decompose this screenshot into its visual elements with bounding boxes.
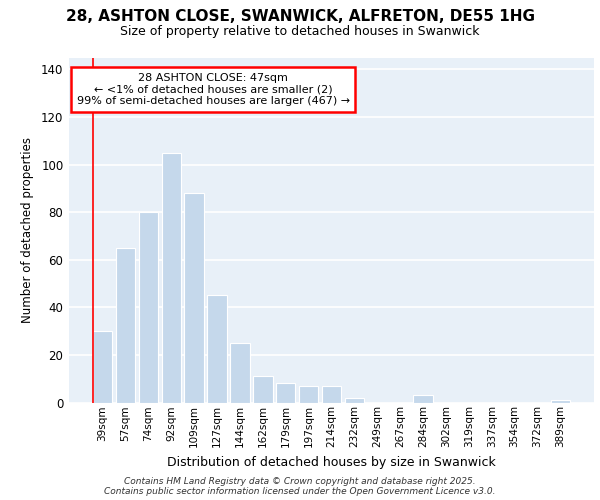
Bar (276, 384, 295, 402)
Bar (551, 400, 570, 402)
Bar (344, 398, 364, 402)
X-axis label: Distribution of detached houses by size in Swanwick: Distribution of detached houses by size … (167, 456, 496, 468)
Y-axis label: Number of detached properties: Number of detached properties (21, 137, 34, 323)
Text: 28, ASHTON CLOSE, SWANWICK, ALFRETON, DE55 1HG: 28, ASHTON CLOSE, SWANWICK, ALFRETON, DE… (65, 9, 535, 24)
Bar (413, 396, 433, 402)
Text: 28 ASHTON CLOSE: 47sqm
← <1% of detached houses are smaller (2)
99% of semi-deta: 28 ASHTON CLOSE: 47sqm ← <1% of detached… (77, 73, 350, 106)
Bar (208, 296, 227, 403)
Bar (230, 343, 250, 402)
Text: Size of property relative to detached houses in Swanwick: Size of property relative to detached ho… (120, 25, 480, 38)
Bar (139, 212, 158, 402)
Bar (299, 386, 319, 402)
Bar (116, 248, 135, 402)
Bar (253, 376, 272, 402)
Bar (93, 331, 112, 402)
Bar (161, 152, 181, 402)
Text: Contains HM Land Registry data © Crown copyright and database right 2025.
Contai: Contains HM Land Registry data © Crown c… (104, 476, 496, 496)
Bar (184, 193, 204, 402)
Bar (322, 386, 341, 402)
